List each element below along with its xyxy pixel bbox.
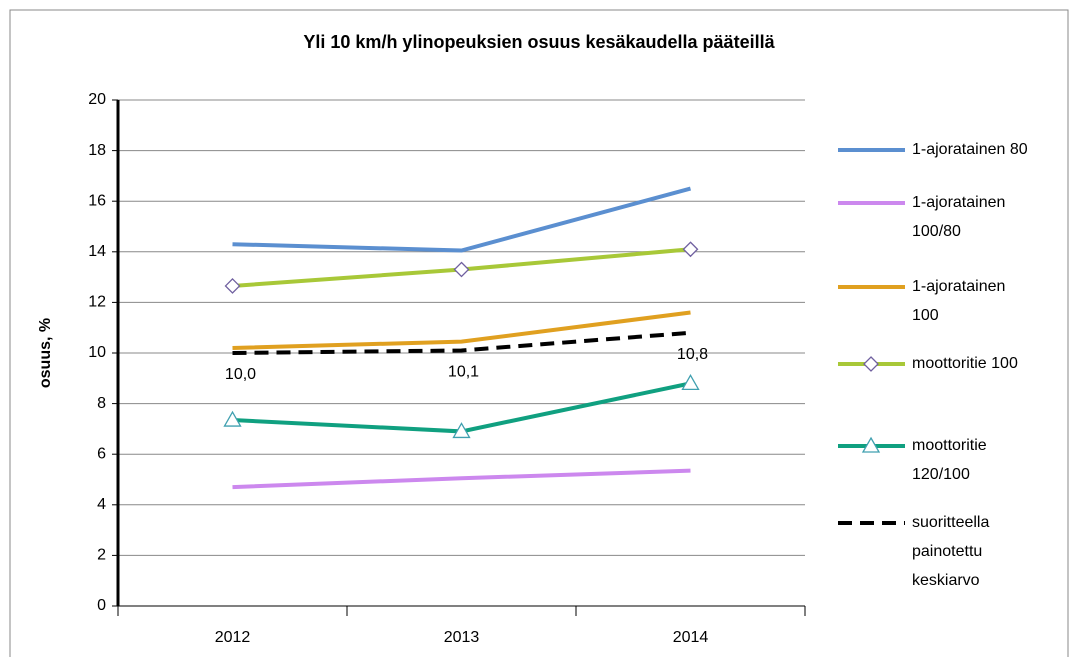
series-line bbox=[232, 310, 691, 350]
series-line bbox=[232, 330, 691, 355]
x-tick-label: 2014 bbox=[673, 629, 709, 646]
data-label: 10,1 bbox=[448, 364, 479, 381]
legend-label: moottoritie 120/100 bbox=[912, 437, 987, 483]
y-tick-label: 6 bbox=[97, 445, 106, 462]
marker bbox=[682, 241, 699, 258]
y-tick-label: 0 bbox=[97, 597, 106, 614]
legend-label: 1-ajoratainen 100/80 bbox=[912, 194, 1006, 240]
y-tick-label: 18 bbox=[88, 142, 106, 159]
x-tick-label: 2012 bbox=[215, 629, 251, 646]
data-label: 10,0 bbox=[225, 366, 256, 383]
y-tick-label: 14 bbox=[88, 243, 106, 260]
y-tick-label: 16 bbox=[88, 192, 106, 209]
y-tick-label: 2 bbox=[97, 547, 106, 564]
legend-label: 1-ajoratainen 80 bbox=[912, 141, 1028, 158]
data-label: 10,8 bbox=[677, 346, 708, 363]
marker bbox=[223, 410, 242, 427]
marker bbox=[453, 261, 470, 278]
y-tick-label: 12 bbox=[88, 294, 106, 311]
marker bbox=[224, 278, 241, 294]
chart-border bbox=[9, 9, 1069, 657]
legend-marker bbox=[861, 436, 881, 453]
y-tick-label: 20 bbox=[88, 91, 106, 108]
series-line bbox=[232, 468, 691, 490]
marker bbox=[681, 374, 700, 391]
legend-label: 1-ajoratainen 100 bbox=[912, 278, 1006, 324]
y-tick-label: 10 bbox=[88, 344, 106, 361]
y-axis-label: osuus, % bbox=[37, 318, 54, 388]
chart-title: Yli 10 km/h ylinopeuksien osuus kesäkaud… bbox=[303, 32, 775, 52]
legend-label: suoritteella painotettu keskiarvo bbox=[912, 514, 990, 589]
x-tick-label: 2013 bbox=[444, 629, 480, 646]
legend-marker bbox=[863, 356, 879, 372]
y-tick-label: 4 bbox=[97, 496, 106, 513]
y-tick-label: 8 bbox=[97, 395, 106, 412]
legend-label: moottoritie 100 bbox=[912, 355, 1018, 372]
marker bbox=[452, 422, 471, 439]
series-line bbox=[232, 186, 692, 253]
